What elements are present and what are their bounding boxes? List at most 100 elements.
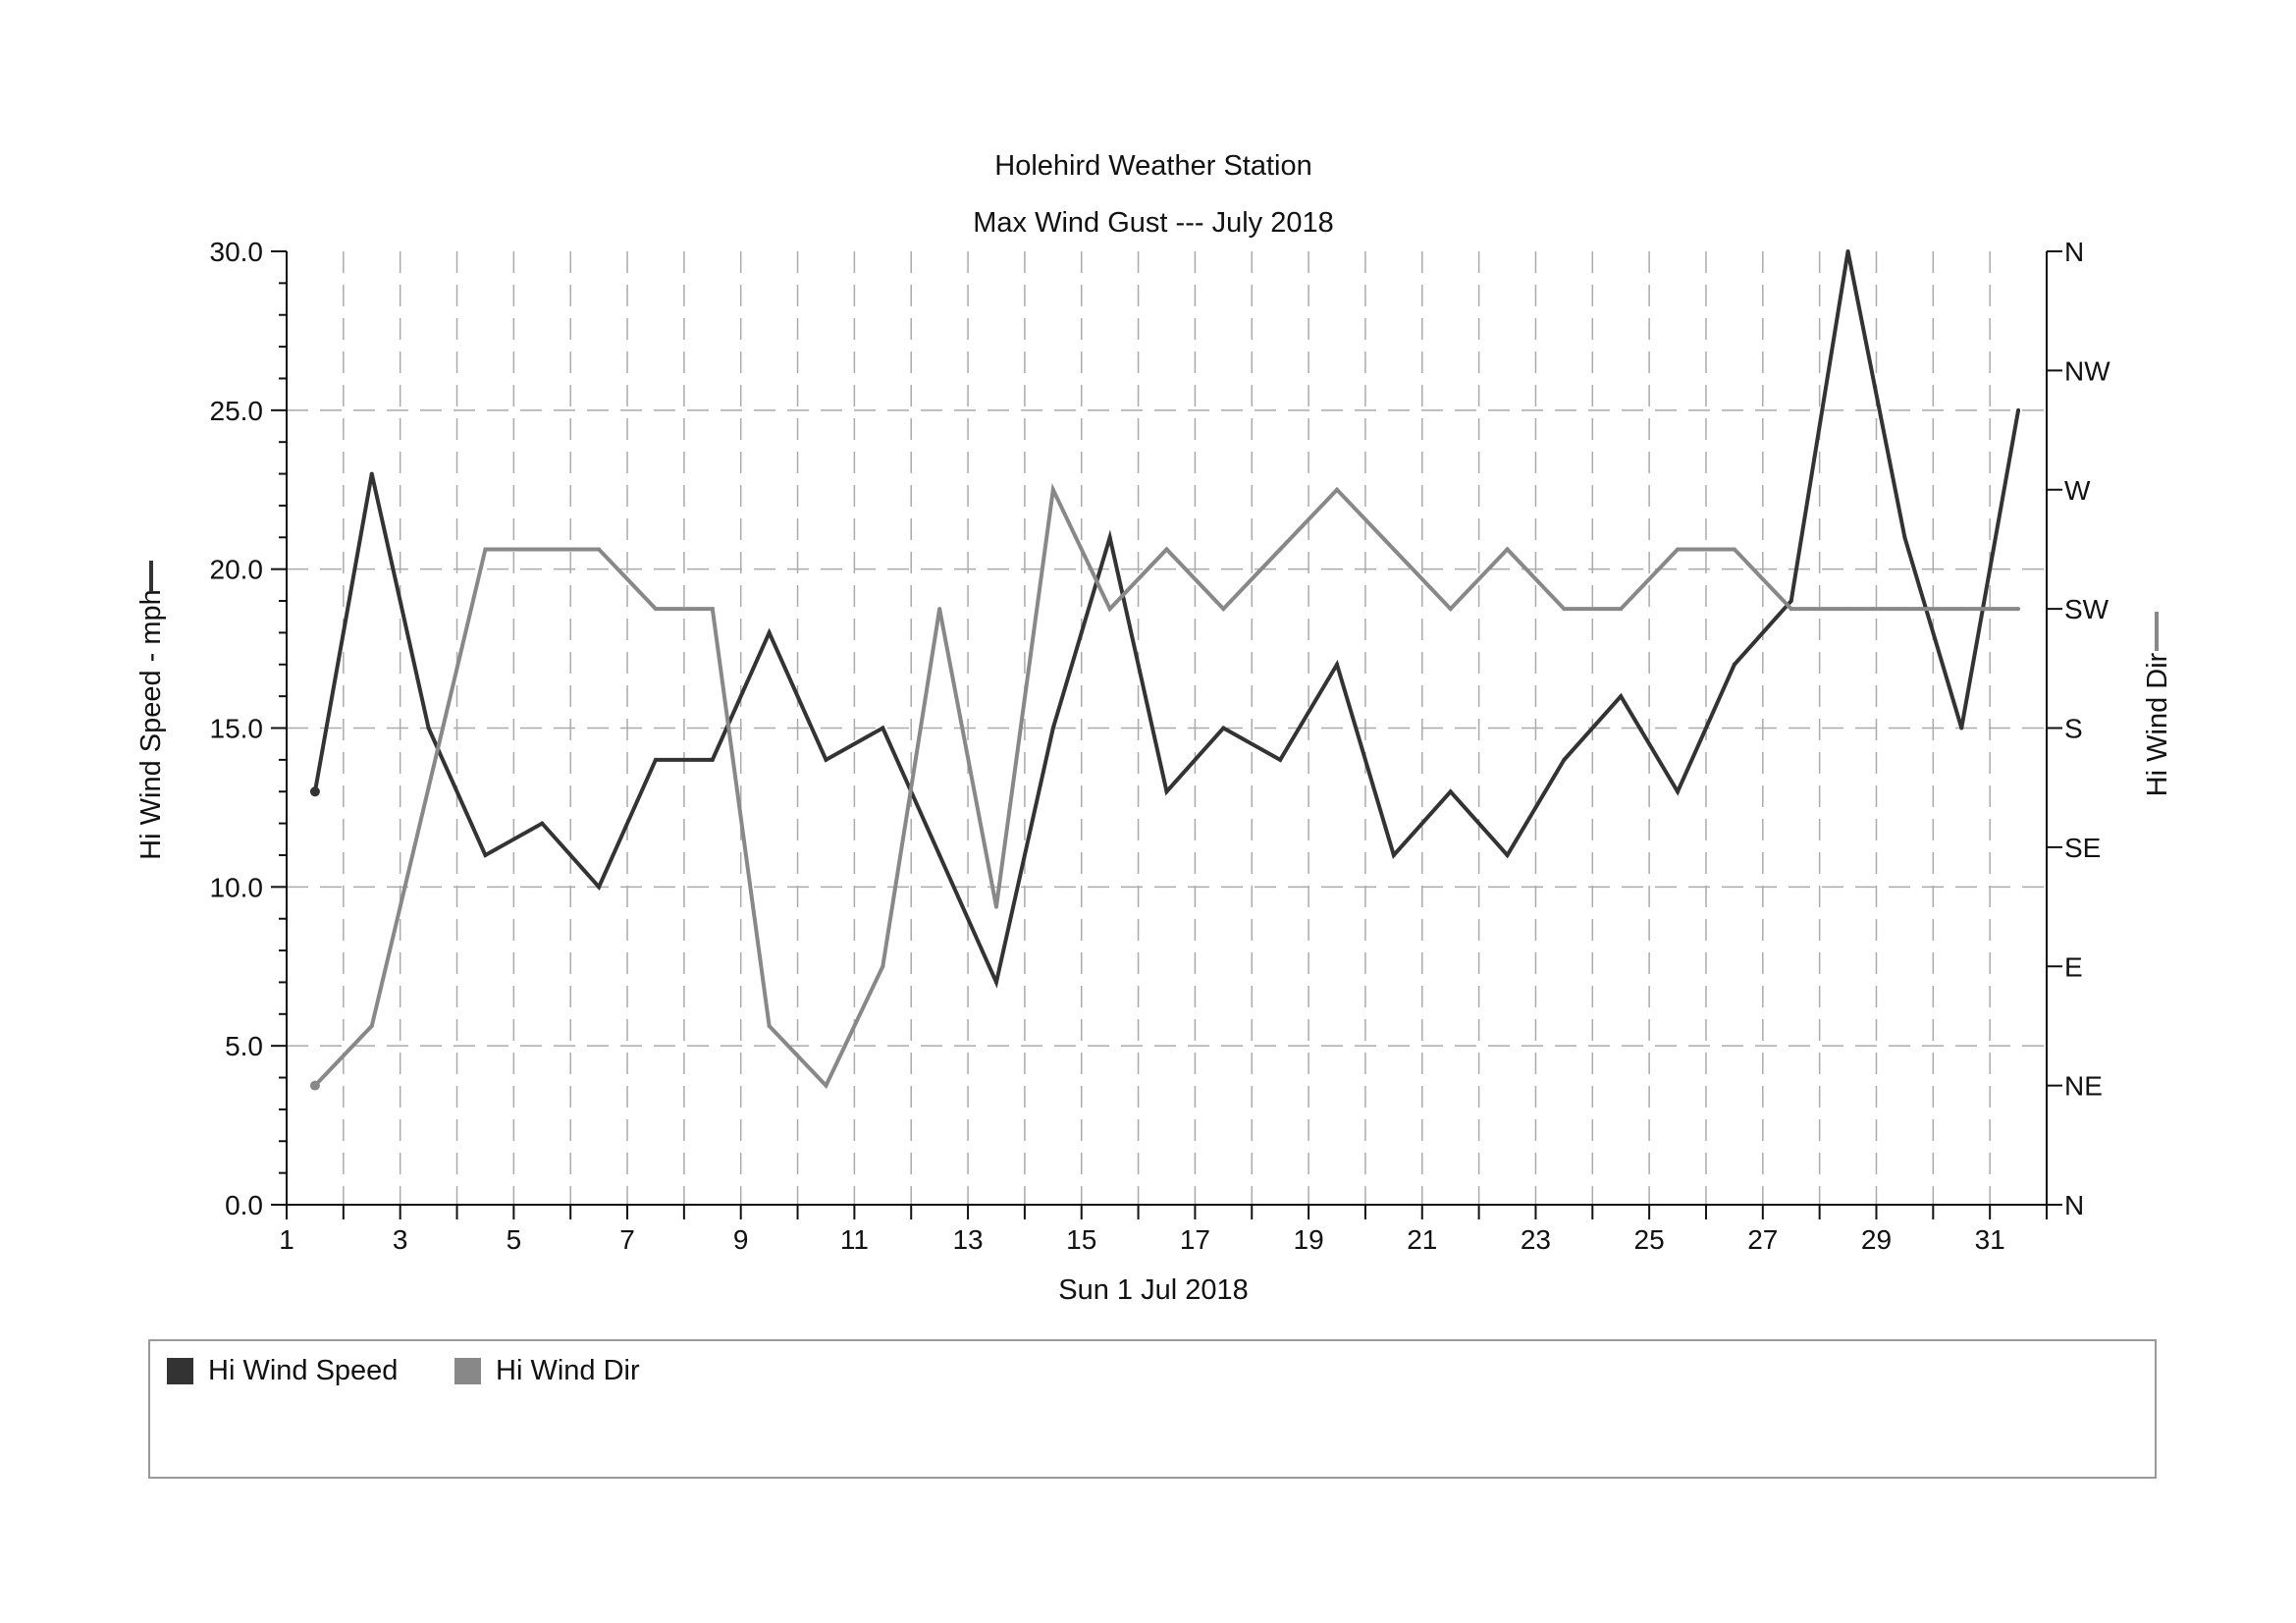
data-point bbox=[710, 607, 715, 612]
legend-swatch-hi-wind-speed bbox=[167, 1358, 193, 1384]
data-point bbox=[1335, 487, 1340, 492]
data-point bbox=[1562, 757, 1567, 762]
x-tick-label: 23 bbox=[1521, 1224, 1551, 1255]
y-left-tick-label: 30.0 bbox=[210, 237, 264, 267]
x-tick-label: 9 bbox=[733, 1224, 749, 1255]
y-right-tick-label: SW bbox=[2064, 594, 2109, 624]
data-point bbox=[1107, 535, 1112, 540]
x-axis-label: Sun 1 Jul 2018 bbox=[1058, 1274, 1248, 1306]
axes: 0.0 5.0 10.0 15.0 20.0 25.0 30.0 N NE E SE S SW W NW N 1… bbox=[210, 237, 2111, 1255]
data-point bbox=[824, 757, 828, 762]
data-point bbox=[1732, 547, 1736, 552]
y-left-tick-label: 25.0 bbox=[210, 396, 264, 426]
x-tick-label: 17 bbox=[1180, 1224, 1210, 1255]
data-point bbox=[937, 852, 942, 857]
series-lines bbox=[309, 249, 2021, 1091]
data-point bbox=[937, 607, 942, 612]
x-tick-label: 27 bbox=[1747, 1224, 1778, 1255]
y-axis-left-label: Hi Wind Speed - mph bbox=[135, 589, 167, 860]
data-point bbox=[540, 821, 545, 826]
data-point bbox=[710, 757, 715, 762]
data-point bbox=[1902, 607, 1907, 612]
series-start-marker bbox=[309, 1080, 320, 1091]
data-point bbox=[1050, 726, 1055, 730]
chart-title: Holehird Weather Station bbox=[994, 150, 1311, 182]
data-point bbox=[1221, 607, 1226, 612]
data-point bbox=[1107, 607, 1112, 612]
data-point bbox=[1278, 547, 1283, 552]
x-tick-label: 5 bbox=[507, 1224, 522, 1255]
y-right-tick-label: N bbox=[2064, 237, 2084, 267]
x-tick-label: 25 bbox=[1634, 1224, 1665, 1255]
data-point bbox=[2016, 407, 2021, 412]
y-right-tick-label: NE bbox=[2064, 1071, 2103, 1102]
x-tick-label: 11 bbox=[840, 1224, 869, 1255]
data-point bbox=[1676, 547, 1681, 552]
data-point bbox=[1335, 662, 1340, 667]
legend-label-hi-wind-dir: Hi Wind Dir bbox=[496, 1355, 640, 1386]
x-tick-label: 19 bbox=[1294, 1224, 1324, 1255]
data-point bbox=[1164, 547, 1169, 552]
data-point bbox=[1505, 547, 1510, 552]
data-point bbox=[653, 607, 658, 612]
x-tick-label: 1 bbox=[279, 1224, 294, 1255]
data-point bbox=[1221, 726, 1226, 730]
y-left-tick-label: 0.0 bbox=[225, 1190, 263, 1220]
data-point bbox=[881, 964, 885, 969]
legend-swatch-hi-wind-dir bbox=[454, 1358, 481, 1384]
chart-subtitle: Max Wind Gust --- July 2018 bbox=[973, 207, 1333, 239]
data-point bbox=[881, 726, 885, 730]
legend: Hi Wind Speed Hi Wind Dir bbox=[148, 1339, 2157, 1479]
data-point bbox=[1448, 607, 1453, 612]
y-axis-right-label: Hi Wind Dir bbox=[2142, 652, 2173, 796]
y-right-tick-label: W bbox=[2064, 475, 2091, 506]
x-tick-label: 31 bbox=[1975, 1224, 2005, 1255]
x-tick-label: 3 bbox=[393, 1224, 408, 1255]
data-point bbox=[597, 547, 602, 552]
x-tick-label: 7 bbox=[619, 1224, 635, 1255]
data-point bbox=[767, 1023, 772, 1028]
legend-item-hi-wind-dir: Hi Wind Dir bbox=[454, 1355, 640, 1387]
data-point bbox=[1505, 852, 1510, 857]
data-point bbox=[1789, 599, 1793, 604]
data-point bbox=[2016, 607, 2021, 612]
legend-item-hi-wind-speed: Hi Wind Speed bbox=[167, 1355, 398, 1387]
y-right-tick-label: N bbox=[2064, 1190, 2084, 1220]
data-point bbox=[1732, 662, 1736, 667]
data-point bbox=[426, 726, 431, 730]
x-tick-label: 21 bbox=[1407, 1224, 1437, 1255]
series-start-marker bbox=[309, 786, 320, 797]
data-point bbox=[1050, 487, 1055, 492]
legend-label-hi-wind-speed: Hi Wind Speed bbox=[208, 1355, 399, 1386]
data-point bbox=[1391, 852, 1396, 857]
data-point bbox=[1959, 607, 1964, 612]
data-point bbox=[1278, 757, 1283, 762]
data-point bbox=[1676, 789, 1681, 794]
data-point bbox=[369, 471, 374, 476]
data-point bbox=[1789, 607, 1793, 612]
data-point bbox=[1902, 535, 1907, 540]
grid bbox=[287, 251, 2047, 1205]
x-tick-label: 13 bbox=[952, 1224, 983, 1255]
data-point bbox=[1619, 607, 1624, 612]
data-point bbox=[1959, 726, 1964, 730]
data-point bbox=[426, 785, 431, 790]
x-tick-label: 29 bbox=[1861, 1224, 1892, 1255]
y-left-tick-label: 5.0 bbox=[225, 1031, 263, 1061]
data-point bbox=[1619, 694, 1624, 699]
data-point bbox=[597, 885, 602, 890]
y-left-tick-label: 10.0 bbox=[210, 872, 264, 902]
data-point bbox=[1391, 547, 1396, 552]
data-point bbox=[1448, 789, 1453, 794]
data-point bbox=[1164, 789, 1169, 794]
y-left-tick-label: 20.0 bbox=[210, 555, 264, 585]
x-tick-label: 15 bbox=[1066, 1224, 1096, 1255]
y-right-tick-label: NW bbox=[2064, 355, 2110, 386]
y-right-tick-label: E bbox=[2064, 951, 2083, 982]
data-point bbox=[653, 757, 658, 762]
data-point bbox=[993, 980, 998, 985]
y-right-tick-label: S bbox=[2064, 714, 2083, 744]
data-point bbox=[483, 547, 488, 552]
data-point bbox=[540, 547, 545, 552]
